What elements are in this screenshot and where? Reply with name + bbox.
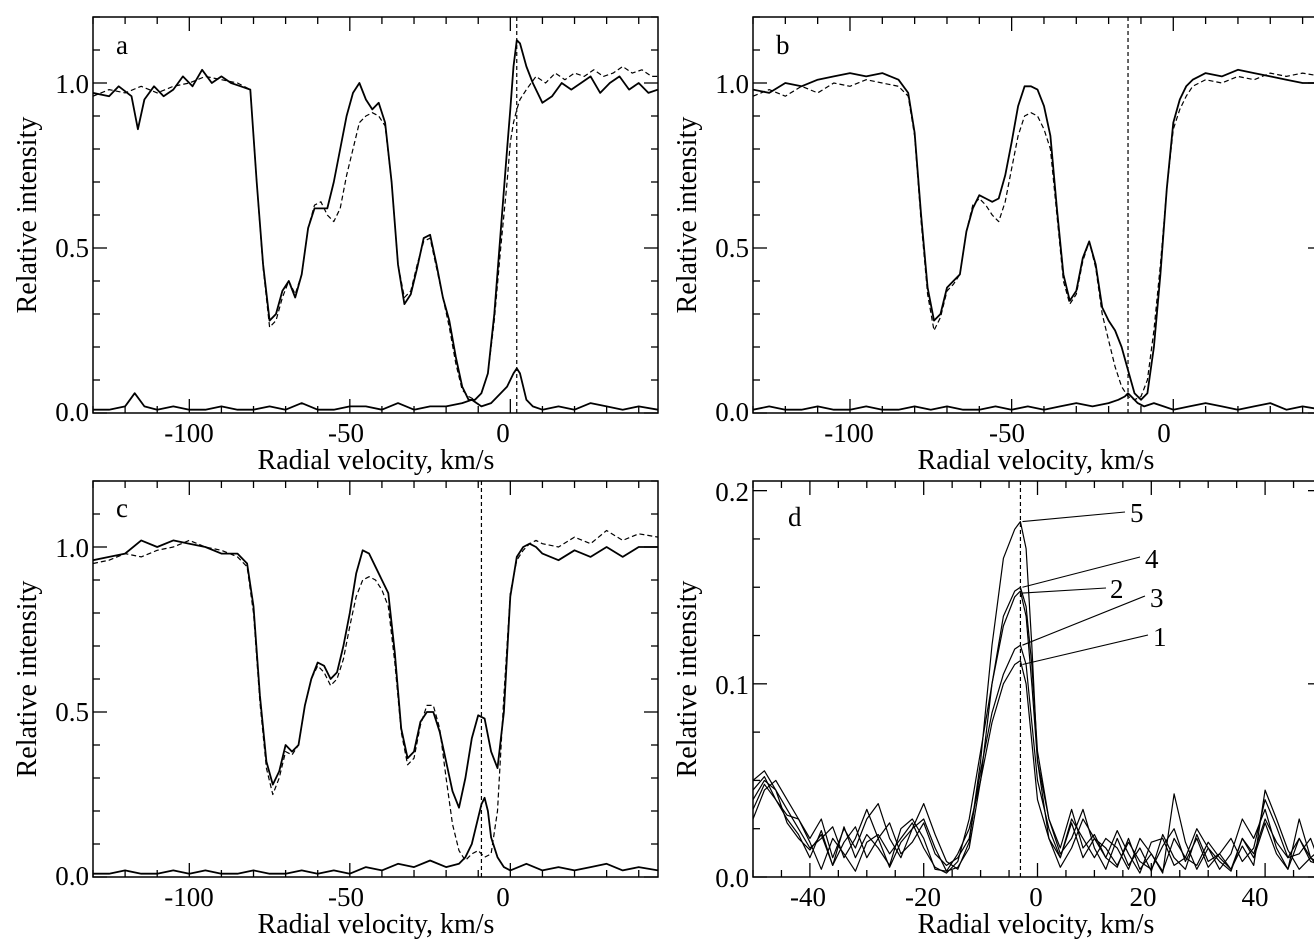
series-label-2: 2	[1110, 574, 1124, 604]
panel-a-series-dashed-1	[93, 65, 658, 401]
panel-b-x-axis-title: Radial velocity, km/s	[918, 445, 1155, 476]
panel-b-letter: b	[776, 30, 790, 60]
panel-a-plot-area	[92, 16, 659, 414]
panel-a-xtick-labels: -100 -50 0	[164, 418, 510, 448]
series-label-4: 4	[1145, 544, 1159, 574]
panel-b-xtick-label: -50	[989, 418, 1025, 448]
series-label-5-leader	[1022, 511, 1126, 523]
panel-a-ytick-label: 0.5	[55, 233, 89, 263]
panel-a-xtick-label: 0	[496, 418, 510, 448]
panel-d: d -40 -20 0 20 40 0.0 0.1 0.2 Radial vel…	[672, 477, 1314, 940]
panel-c-plot-area	[92, 480, 659, 878]
panel-d-xtick-label: 20	[1130, 882, 1157, 912]
panel-c-series-dashed-1	[93, 529, 658, 862]
panel-b-ytick-labels: 0.0 0.5 1.0	[715, 69, 749, 427]
panel-a-frame	[92, 16, 659, 414]
panel-a-letter: a	[116, 30, 128, 60]
panel-a-ytick-label: 0.0	[55, 397, 89, 427]
panel-c: c -100 -50 0 0.0 0.5 1.0 Radial velocity…	[12, 480, 659, 940]
panel-b-xtick-label: 0	[1157, 418, 1171, 448]
panel-d-ytick-labels: 0.0 0.1 0.2	[715, 477, 749, 893]
panel-d-ytick-label: 0.0	[715, 863, 749, 893]
series-label-3-leader	[1022, 595, 1146, 646]
panel-a-series-solid-2	[93, 367, 658, 411]
panel-d-y-axis-title: Relative intensity	[672, 581, 703, 778]
panel-b-series-dashed-1	[753, 72, 1314, 401]
series-label-1: 1	[1153, 622, 1167, 652]
panel-d-series-5	[753, 520, 1314, 874]
panel-d-letter: d	[788, 502, 802, 532]
panel-c-y-axis-title: Relative intensity	[12, 581, 43, 778]
panel-d-xtick-label: 0	[1029, 882, 1043, 912]
panel-c-ytick-label: 1.0	[55, 533, 89, 563]
panel-d-xtick-label: -20	[905, 882, 941, 912]
panel-b-xtick-labels: -100 -50 0	[824, 418, 1171, 448]
panel-d-series-1	[753, 659, 1314, 872]
series-label-1-leader	[1022, 634, 1149, 666]
series-label-5: 5	[1130, 498, 1144, 528]
panel-d-series-4	[753, 586, 1314, 872]
panel-d-series-3	[753, 644, 1314, 870]
panel-c-ytick-label: 0.0	[55, 861, 89, 891]
panel-d-ytick-label: 0.1	[715, 670, 749, 700]
panel-c-xtick-label: -50	[328, 882, 364, 912]
panel-c-xtick-label: -100	[164, 882, 214, 912]
panel-b: b -100 -50 0 0.0 0.5 1.0 Radial velocity…	[672, 16, 1314, 476]
panel-a-y-axis-title: Relative intensity	[12, 117, 43, 314]
panel-c-x-axis-title: Radial velocity, km/s	[258, 909, 495, 940]
panel-c-series-solid-0	[93, 539, 658, 809]
panel-b-series-solid-2	[753, 392, 1314, 411]
panel-c-series-solid-2	[93, 796, 658, 875]
panel-b-plot-area	[752, 16, 1314, 414]
panel-b-xtick-label: -100	[824, 418, 874, 448]
panel-c-xtick-label: 0	[496, 882, 510, 912]
panel-b-ytick-label: 1.0	[715, 69, 749, 99]
panel-d-ytick-label: 0.2	[715, 477, 749, 507]
panel-b-ytick-label: 0.5	[715, 233, 749, 263]
panel-b-ytick-label: 0.0	[715, 397, 749, 427]
panel-d-plot-area	[752, 480, 1314, 878]
panel-d-x-axis-title: Radial velocity, km/s	[918, 909, 1155, 940]
series-label-2-leader	[1022, 587, 1107, 594]
series-label-3: 3	[1150, 583, 1164, 613]
panel-d-annotations: 5 4 2 3 1	[1110, 498, 1167, 652]
panel-c-ytick-labels: 0.0 0.5 1.0	[55, 533, 89, 891]
panel-a-ytick-labels: 0.0 0.5 1.0	[55, 69, 89, 427]
panel-b-y-axis-title: Relative intensity	[672, 117, 703, 314]
panel-a: a -100 -50 0 0.0 0.5 1.0 Radial velocity…	[12, 16, 659, 476]
panel-c-ytick-label: 0.5	[55, 697, 89, 727]
panel-d-xtick-label: -40	[790, 882, 826, 912]
panel-a-xtick-label: -50	[328, 418, 364, 448]
panel-c-letter: c	[116, 493, 128, 523]
panel-a-x-axis-title: Radial velocity, km/s	[258, 445, 495, 476]
panel-a-xtick-label: -100	[164, 418, 214, 448]
panel-b-series-solid-0	[753, 68, 1314, 401]
panel-a-series-solid-0	[93, 39, 658, 401]
panel-a-ytick-label: 1.0	[55, 69, 89, 99]
panel-c-xtick-labels: -100 -50 0	[164, 882, 510, 912]
panel-d-xtick-label: 40	[1242, 882, 1269, 912]
panel-d-xtick-labels: -40 -20 0 20 40	[790, 882, 1269, 912]
series-label-4-leader	[1022, 556, 1141, 588]
panel-d-series-2	[753, 590, 1314, 874]
